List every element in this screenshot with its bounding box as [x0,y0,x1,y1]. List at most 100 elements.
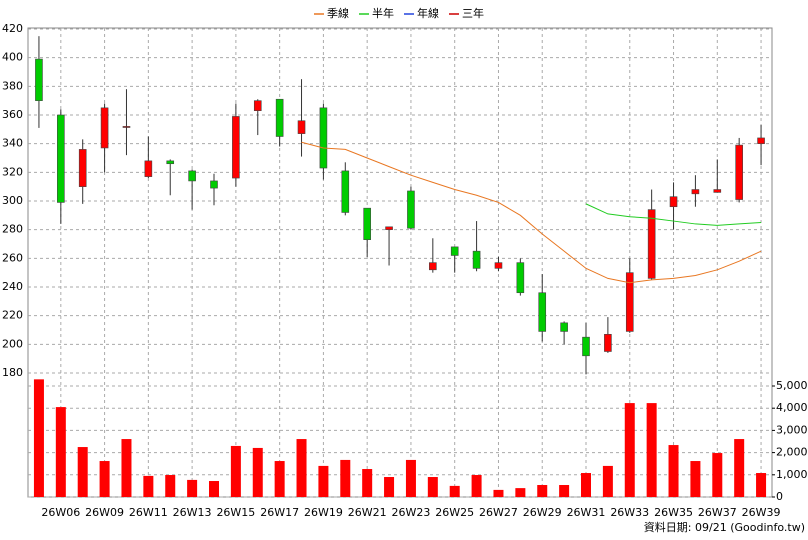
y-tick-label: 360 [2,108,23,121]
candle-body [713,189,722,193]
volume-bar [581,473,591,497]
legend-label: 季線 [327,6,349,20]
ma-line [585,203,762,226]
candle-body [144,160,153,177]
candle-body [232,116,240,179]
y-tick-label: 280 [2,223,23,236]
candle-body [35,58,43,101]
x-tick-label: 26W13 [173,506,212,519]
volume-bar [624,403,635,497]
y-tick-label: 380 [2,79,23,92]
x-tick-label: 26W11 [129,506,168,519]
volume-bar [734,439,745,497]
candle-body [210,180,218,189]
volume-bar [296,439,307,497]
candle-body [253,100,262,111]
volume-bar [668,445,679,497]
x-tick-label: 26W19 [304,506,343,519]
candle-body [516,262,525,294]
x-tick-label: 26W15 [216,506,255,519]
volume-bar [318,465,329,497]
volume-bar [121,439,132,497]
footnote: 資料日期: 09/21 (Goodinfo.tw) [644,520,805,534]
volume-bar [187,479,198,497]
candle-body [166,160,175,165]
x-tick-label: 26W21 [348,506,387,519]
x-tick-label: 26W27 [479,506,518,519]
y-tick-label: 300 [2,194,23,207]
volume-bar [384,477,395,497]
volume-bar [209,481,219,497]
volume-bar [756,473,767,497]
volume-bar [165,475,176,497]
legend-label: 三年 [462,6,484,20]
x-tick-label: 26W35 [654,506,693,519]
candle-body [407,190,415,229]
volume-bar [537,485,548,497]
volume-bar [252,447,263,497]
legend-label: 半年 [372,6,394,20]
x-tick-label: 26W06 [41,506,80,519]
volume-bar [33,379,44,497]
x-tick-label: 26W25 [435,506,474,519]
candle-body [625,272,634,332]
volume-bar [471,475,482,497]
candle-body [57,114,65,203]
volume-bar [362,469,373,497]
x-tick-label: 26W33 [610,506,649,519]
y-tick-label: 400 [2,51,23,64]
x-tick-label: 26W09 [85,506,124,519]
volume-bar [449,485,460,497]
candle-body [78,149,87,187]
volume-bar [427,477,438,497]
candle-body [319,107,328,169]
volume-bar [143,475,154,497]
candle-body [341,170,350,213]
y-tick-label: 180 [2,366,23,379]
candle-body [122,126,131,128]
plot-area [27,27,773,498]
candle-body [735,144,743,200]
candle-body [363,207,371,241]
candle-body [560,322,568,332]
candle-body [604,333,612,352]
candle-body [275,98,284,137]
volume-bar [340,459,351,497]
x-tick-label: 26W17 [260,506,299,519]
candle-body [429,262,437,271]
volume-bar [515,488,526,497]
volume-bar [230,445,241,497]
y2-tick-label: 3,000 [776,423,808,436]
volume-bar [559,485,570,497]
volume-bar [77,447,88,497]
x-tick-label: 26W29 [523,506,562,519]
volume-bar [99,461,110,497]
y2-tick-label: 0 [776,490,783,503]
x-tick-label: 26W37 [698,506,737,519]
candle-body [582,336,590,357]
y-tick-label: 340 [2,137,23,150]
candle-body [297,120,306,134]
candle-body [538,292,547,332]
candle-body [494,262,503,269]
x-tick-label: 26W23 [392,506,431,519]
y2-tick-label: 1,000 [776,468,808,481]
volume-bar [602,465,613,497]
volume-bar [712,453,723,497]
x-tick-label: 26W39 [742,506,781,519]
y-tick-label: 220 [2,309,23,322]
candle-body [100,107,109,149]
candle-body [450,246,459,256]
candle-body [188,170,196,182]
y-tick-label: 260 [2,251,23,264]
candle-body [691,189,700,195]
candle-body [472,250,481,269]
volume-bar [405,459,416,497]
y-tick-label: 320 [2,165,23,178]
y2-tick-label: 2,000 [776,446,808,459]
volume-bar [274,461,285,497]
candle-body [669,196,678,208]
y2-tick-label: 4,000 [776,401,808,414]
y-tick-label: 420 [2,22,23,35]
candle-body [757,137,765,144]
